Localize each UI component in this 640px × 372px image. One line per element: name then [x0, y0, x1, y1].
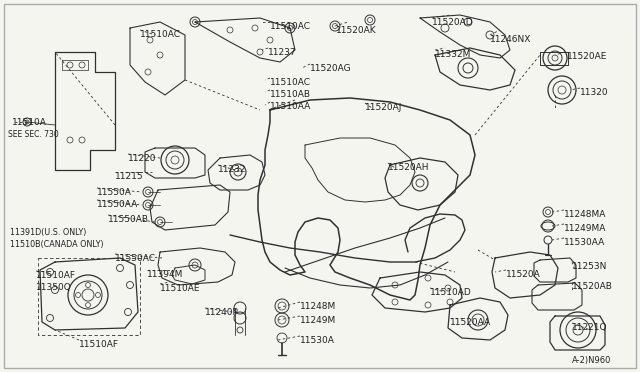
Text: A-2)N960: A-2)N960 — [572, 356, 611, 365]
Text: 11249M: 11249M — [300, 316, 336, 325]
Text: 11249MA: 11249MA — [564, 224, 606, 233]
Text: 11550AC: 11550AC — [115, 254, 156, 263]
Text: SEE SEC. 730: SEE SEC. 730 — [8, 130, 59, 139]
Text: 11510AC: 11510AC — [270, 78, 311, 87]
Text: 11510AF: 11510AF — [79, 340, 119, 349]
Text: 11520AJ: 11520AJ — [365, 103, 403, 112]
Text: 11510AE: 11510AE — [160, 284, 200, 293]
Text: 11248MA: 11248MA — [564, 210, 606, 219]
Text: 11550AA: 11550AA — [97, 200, 138, 209]
Text: 11510AD: 11510AD — [430, 288, 472, 297]
Text: 11530AA: 11530AA — [564, 238, 605, 247]
Text: 11520AA: 11520AA — [450, 318, 491, 327]
Text: 11510A: 11510A — [12, 118, 47, 127]
Text: 11320: 11320 — [580, 88, 609, 97]
Text: 11510AF: 11510AF — [36, 271, 76, 280]
Text: 11510AC: 11510AC — [140, 30, 181, 39]
Text: 11237: 11237 — [268, 48, 296, 57]
Text: 11394M: 11394M — [147, 270, 184, 279]
Text: 11520A: 11520A — [506, 270, 541, 279]
Text: 11350Q: 11350Q — [36, 283, 72, 292]
Text: 11221Q: 11221Q — [572, 323, 607, 332]
Text: 11520AE: 11520AE — [567, 52, 607, 61]
Text: 11550A: 11550A — [97, 188, 132, 197]
Text: 11520AH: 11520AH — [388, 163, 429, 172]
Text: 11510AA: 11510AA — [270, 102, 311, 111]
Text: 11510B(CANADA ONLY): 11510B(CANADA ONLY) — [10, 240, 104, 249]
Text: 11520AD: 11520AD — [432, 18, 474, 27]
Text: 11520AG: 11520AG — [310, 64, 351, 73]
Text: 11232: 11232 — [218, 165, 246, 174]
Text: 11520AB: 11520AB — [572, 282, 613, 291]
Text: 11253N: 11253N — [572, 262, 607, 271]
Text: 11550AB: 11550AB — [108, 215, 149, 224]
Text: 11220: 11220 — [128, 154, 157, 163]
Text: 11520AK: 11520AK — [336, 26, 376, 35]
Text: 11391D(U.S. ONLY): 11391D(U.S. ONLY) — [10, 228, 86, 237]
Text: 11530A: 11530A — [300, 336, 335, 345]
Text: 11510AC: 11510AC — [270, 22, 311, 31]
Text: 11248M: 11248M — [300, 302, 336, 311]
Text: 11215: 11215 — [115, 172, 143, 181]
Text: 11332M: 11332M — [435, 50, 472, 59]
Text: 11246NX: 11246NX — [490, 35, 531, 44]
Text: 11240P: 11240P — [205, 308, 239, 317]
Text: 11510AB: 11510AB — [270, 90, 311, 99]
